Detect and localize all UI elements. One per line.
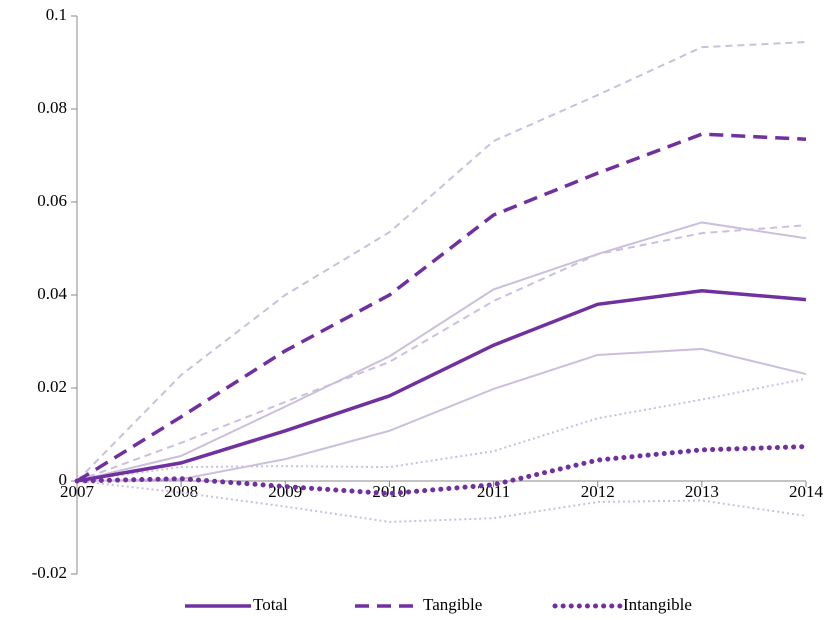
x-tick-label: 2007 (60, 482, 95, 501)
band-line (76, 480, 807, 523)
x-tick-label: 2012 (581, 482, 615, 501)
band-line (76, 377, 807, 482)
y-tick-label: 0 (59, 470, 68, 489)
series-line (76, 132, 807, 483)
x-tick-label: 2008 (164, 482, 198, 501)
y-tick-label: 0.02 (37, 377, 67, 396)
y-tick-label: 0.1 (46, 5, 67, 24)
band-line (76, 347, 807, 482)
y-tick-label: 0.06 (37, 191, 67, 210)
legend-label: Tangible (423, 595, 482, 614)
x-tick-label: 2011 (477, 482, 510, 501)
band-line (76, 221, 807, 482)
series-line (76, 289, 807, 483)
x-tick-label: 2014 (789, 482, 824, 501)
y-tick-label: 0.04 (37, 284, 67, 303)
y-tick-label: -0.02 (32, 563, 67, 582)
band-line (76, 41, 807, 482)
band-line (76, 224, 807, 482)
y-tick-label: 0.08 (37, 98, 67, 117)
series-line (74, 444, 809, 497)
x-tick-label: 2013 (685, 482, 719, 501)
x-tick-label: 2010 (372, 482, 406, 501)
legend-label: Intangible (623, 595, 692, 614)
legend-label: Total (253, 595, 288, 614)
